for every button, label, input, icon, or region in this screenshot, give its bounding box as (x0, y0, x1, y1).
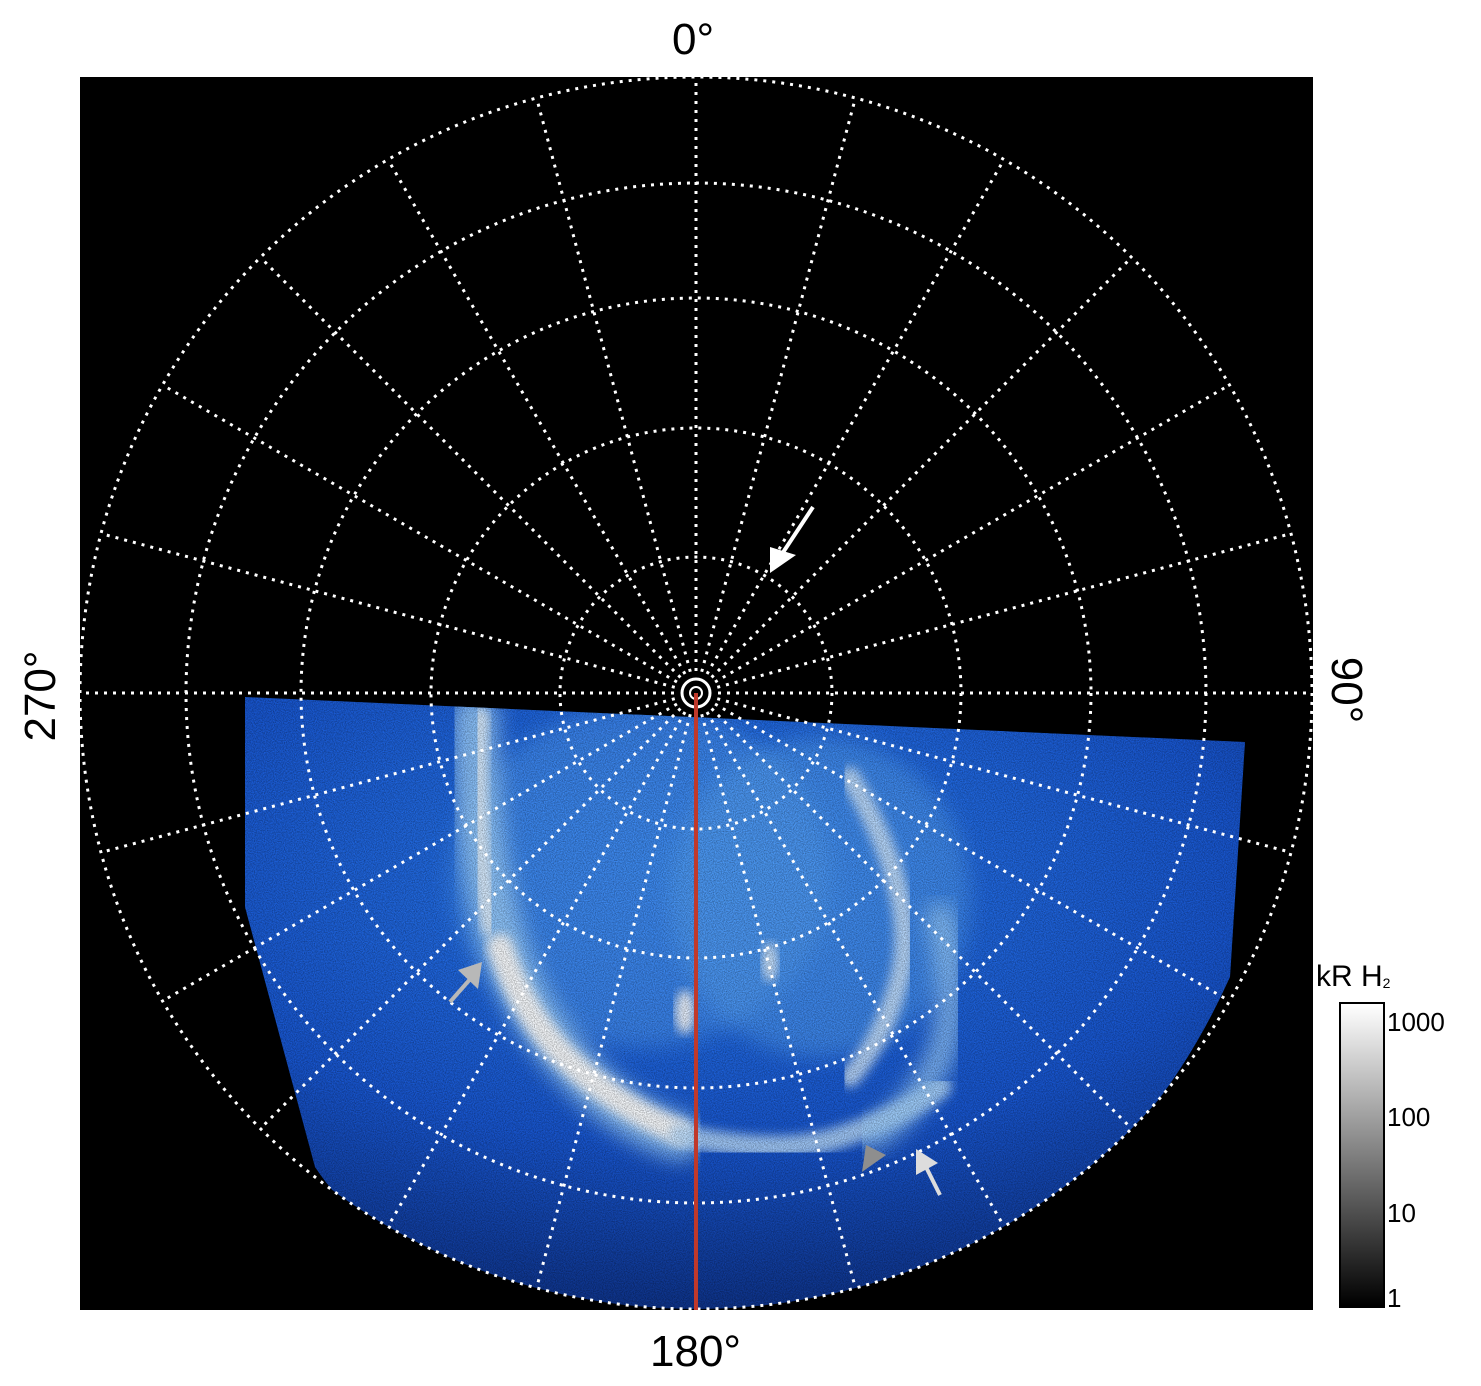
longitude-spoke (710, 707, 1133, 1130)
longitude-spoke (100, 532, 676, 689)
label-180-deg: 180° (650, 1327, 742, 1376)
longitude-spoke (161, 702, 678, 1003)
arrow-icon (862, 1145, 886, 1172)
label-270-deg: 270° (16, 650, 65, 742)
longitude-spoke (161, 383, 678, 684)
label-90-deg: 90° (1322, 656, 1371, 724)
colorbar-tick: 1 (1387, 1283, 1402, 1313)
longitude-spoke (700, 713, 857, 1289)
longitude-spoke (714, 702, 1231, 1003)
polar-projection (80, 77, 1313, 1310)
label-0-deg: 0° (672, 15, 715, 64)
arrow-icon (770, 505, 815, 573)
longitude-spoke (535, 713, 692, 1289)
longitude-spoke (705, 711, 1006, 1228)
longitude-spoke (705, 158, 1006, 675)
longitude-spoke (710, 256, 1133, 679)
colorbar-tick: 10 (1387, 1198, 1416, 1228)
longitude-grid (80, 77, 1312, 1309)
colorbar-tick: 1000 (1387, 1007, 1445, 1037)
longitude-spoke (386, 711, 687, 1228)
colorbar-title: kR H2 (1316, 960, 1391, 993)
longitude-spoke (100, 697, 676, 854)
colorbar (1339, 1002, 1385, 1308)
longitude-spoke (714, 383, 1231, 684)
longitude-spoke (259, 256, 682, 679)
longitude-spoke (716, 532, 1292, 689)
arrow-icon (916, 1149, 942, 1196)
aurora-emission (245, 697, 1245, 1309)
longitude-spoke (259, 707, 682, 1130)
arrow-icon (448, 962, 482, 1004)
longitude-spoke (716, 697, 1292, 854)
colorbar-tick: 100 (1387, 1102, 1431, 1132)
longitude-spoke (535, 97, 692, 673)
longitude-spoke (700, 97, 857, 673)
polar-aurora-image (80, 77, 1313, 1310)
longitude-spoke (386, 158, 687, 675)
